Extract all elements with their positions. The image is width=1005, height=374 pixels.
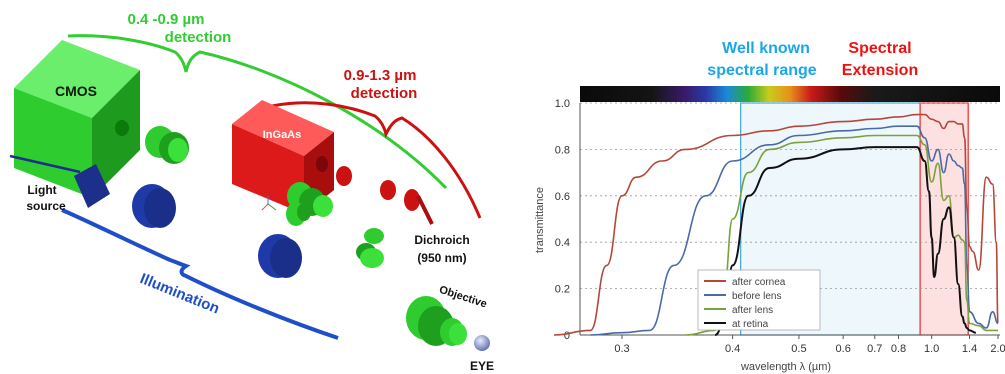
extension-label-2: Extension xyxy=(842,62,918,79)
eye-icon xyxy=(474,335,490,351)
series-line xyxy=(714,146,976,336)
known-range-label-2: spectral range xyxy=(707,62,816,79)
ingaas-label: InGaAs xyxy=(263,129,302,141)
vis-detection-label: detection xyxy=(165,29,232,46)
spectrum-bar xyxy=(580,86,1000,102)
y-tick-label: 0.6 xyxy=(555,191,570,203)
series-line xyxy=(553,113,999,336)
x-tick-label: 0.6 xyxy=(836,343,851,355)
y-tick-label: 1.0 xyxy=(555,98,570,110)
ir-detection-brace xyxy=(271,101,482,219)
y-tick-label: 0.2 xyxy=(555,284,570,296)
cmos-camera xyxy=(14,40,189,198)
light-source-label-2: source xyxy=(26,199,66,213)
eye-label: EYE xyxy=(470,359,494,373)
green-lens-group xyxy=(286,182,333,226)
dichroic-mirror xyxy=(356,228,384,268)
cmos-label: CMOS xyxy=(55,83,97,99)
legend-entry: at retina xyxy=(732,319,769,330)
x-tick-label: 1.0 xyxy=(924,343,939,355)
objective-label: Objective xyxy=(438,284,489,311)
vis-detection-brace xyxy=(67,34,448,190)
y-tick-label: 0.4 xyxy=(555,237,570,249)
legend-entry: after lens xyxy=(732,305,773,316)
y-tick-label: 0 xyxy=(564,330,570,342)
objective-lens xyxy=(406,296,467,346)
dichroich-label-1: Dichroich xyxy=(414,233,469,247)
legend-entry: before lens xyxy=(732,291,781,302)
x-tick-label: 2.0 xyxy=(990,343,1005,355)
x-tick-label: 0.4 xyxy=(725,343,740,355)
axis-glyph xyxy=(261,196,277,211)
transmittance-chart: Well known spectral range Spectral Exten… xyxy=(534,40,1005,373)
series-line xyxy=(590,125,999,336)
x-tick-label: 1.4 xyxy=(962,343,977,355)
y-tick-label: 0.8 xyxy=(555,144,570,156)
light-source-label-1: Light xyxy=(27,183,56,197)
light-source xyxy=(9,154,110,208)
x-axis-title: wavelength λ (µm) xyxy=(740,361,831,373)
ir-range-label: 0.9-1.3 µm xyxy=(344,67,417,84)
plot-area: 0 0.2 0.4 0.6 0.8 1.0 0.3 0.4 0.5 0.6 0.7 0.8 1.0 1.4… xyxy=(553,98,1005,355)
x-tick-label: 0.5 xyxy=(791,343,806,355)
illumination-brace xyxy=(61,208,339,340)
known-range-label-1: Well known xyxy=(722,40,810,57)
x-tick-label: 0.7 xyxy=(867,343,882,355)
ingaas-camera xyxy=(232,100,434,225)
legend-entry: after cornea xyxy=(732,277,786,288)
series-line xyxy=(685,134,998,336)
x-tick-label: 0.8 xyxy=(891,343,906,355)
extension-label-1: Spectral xyxy=(848,40,911,57)
vis-range-label: 0.4 -0.9 µm xyxy=(127,11,204,28)
illumination-label: Illumination xyxy=(137,270,221,317)
x-tick-label: 0.3 xyxy=(614,343,629,355)
optical-setup-diagram: 0.4 -0.9 µm detection 0.9-1.3 µm detecti… xyxy=(9,11,494,373)
y-axis-title: transmittance xyxy=(534,187,546,253)
dichroich-label-2: (950 nm) xyxy=(417,251,466,265)
ir-detection-label: detection xyxy=(351,85,418,102)
illumination-lenses xyxy=(132,184,302,278)
